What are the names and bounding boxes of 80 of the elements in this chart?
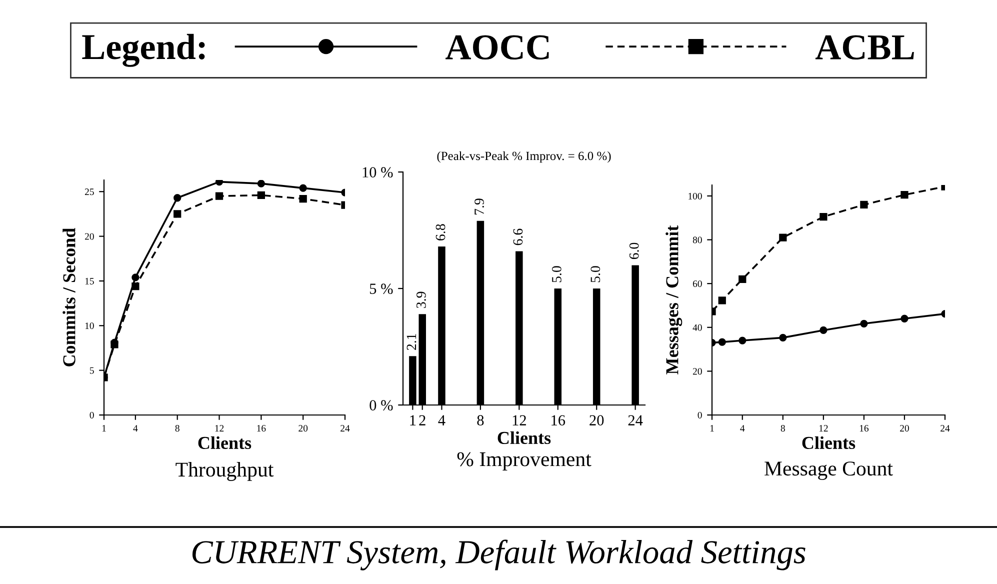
x-tick-label: 20 — [298, 425, 308, 432]
x-tick-label: 20 — [900, 425, 909, 432]
y-tick-label: 100 — [688, 192, 702, 200]
point — [860, 320, 868, 328]
x-tick-label: 8 — [477, 415, 484, 426]
data-label: 6.6 — [513, 228, 523, 246]
point — [132, 282, 140, 290]
point — [215, 192, 224, 200]
point — [900, 314, 908, 322]
data-label: 5.0 — [552, 266, 562, 282]
point — [718, 296, 726, 304]
point — [820, 212, 828, 221]
point — [738, 336, 746, 344]
y-tick-label: 0 — [90, 412, 94, 418]
x-tick-label: 1 — [102, 425, 106, 432]
y-tick-label: 0 — [698, 412, 702, 418]
x-axis-title: Clients — [802, 436, 856, 450]
y-tick-label: 10 % — [362, 167, 393, 178]
x-tick-label: 8 — [175, 425, 180, 432]
data-label: 6.8 — [436, 224, 446, 240]
data-label: 7.9 — [474, 198, 484, 214]
point — [860, 200, 868, 209]
y-tick-label: 80 — [692, 236, 702, 244]
x-tick-label: 16 — [257, 425, 266, 432]
y-axis-title: Commits / Second — [62, 228, 76, 366]
y-tick-label: 20 — [84, 233, 94, 240]
y-tick-label: 5 — [90, 367, 94, 374]
y-tick-label: 15 — [85, 278, 94, 284]
x-tick-label: 4 — [133, 425, 138, 432]
point — [215, 180, 224, 186]
text: % Improvement — [457, 452, 592, 470]
legend-title: Legend: — [82, 34, 205, 67]
y-tick-label: 20 — [692, 368, 702, 375]
data-label: 2.1 — [406, 334, 416, 350]
x-tick-label: 12 — [512, 415, 526, 426]
point — [174, 210, 182, 218]
x-tick-label: 1 — [710, 425, 714, 432]
x-tick-label: 4 — [740, 425, 745, 432]
point — [257, 191, 265, 200]
y-tick-label: 5 % — [370, 284, 393, 294]
y-tick-label: 25 — [84, 188, 94, 196]
point — [738, 275, 746, 284]
text: Throughput — [176, 462, 274, 481]
x-tick-label: 24 — [628, 415, 643, 426]
point — [718, 338, 726, 346]
point — [132, 274, 140, 282]
x-tick-label: 24 — [940, 425, 950, 432]
text: ACBL — [815, 35, 914, 60]
point — [174, 194, 182, 202]
x-tick-label: 16 — [860, 425, 869, 432]
y-tick-label: 40 — [692, 324, 702, 331]
text: CURRENT System, Default Workload Settings — [192, 540, 806, 570]
x-tick-label: 16 — [552, 415, 566, 426]
x-tick-label: 12 — [215, 425, 224, 432]
chart-subtitle: (Peak-vs-Peak % Improv. = 6.0 %) — [437, 151, 611, 163]
text: AOCC — [446, 35, 549, 60]
point — [779, 234, 787, 242]
y-tick-label: 10 — [85, 322, 94, 330]
y-tick-label: 60 — [692, 280, 702, 288]
point — [820, 326, 828, 334]
y-tick-label: 0 % — [370, 400, 393, 410]
point — [299, 194, 307, 203]
point — [299, 184, 307, 192]
x-tick-label: 4 — [438, 415, 446, 426]
data-label: 6.0 — [629, 242, 639, 260]
x-tick-label: 12 — [819, 425, 828, 432]
x-tick-label: 1 — [410, 415, 416, 426]
x-axis-title: Clients — [498, 431, 551, 444]
x-tick-label: 8 — [780, 425, 785, 432]
x-tick-label: 20 — [590, 415, 604, 426]
point — [257, 180, 265, 188]
y-axis-title: Messages / Commit — [666, 225, 682, 374]
point — [900, 191, 908, 199]
x-tick-label: 24 — [340, 425, 350, 432]
point — [779, 334, 787, 342]
x-tick-label: 2 — [419, 415, 426, 426]
data-label: 5.0 — [590, 266, 600, 282]
x-axis-title: Clients — [198, 436, 252, 450]
data-label: 3.9 — [416, 292, 426, 308]
text: Message Count — [764, 462, 893, 480]
